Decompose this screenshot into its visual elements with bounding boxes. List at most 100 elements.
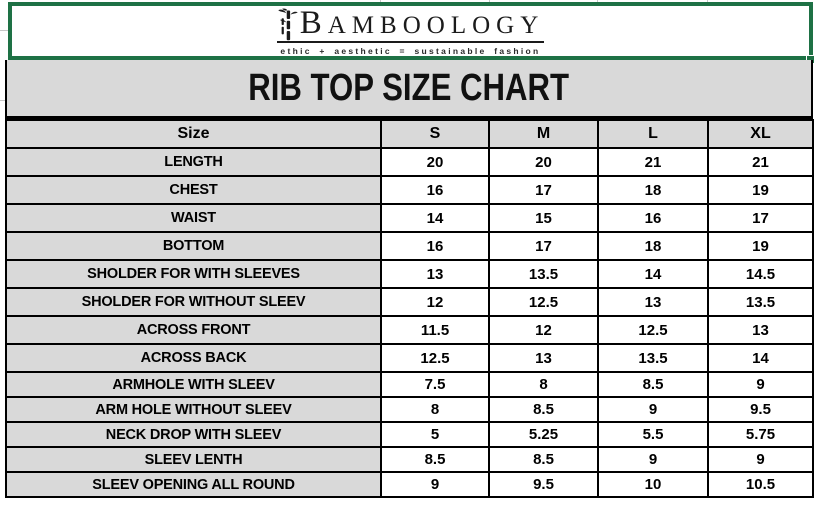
size-value-cell: 17 <box>488 175 599 205</box>
size-value-cell: 17 <box>707 203 814 233</box>
size-value-cell: 15 <box>488 203 599 233</box>
table-row: SLEEV OPENING ALL ROUND 9 9.5 10 10.5 <box>5 471 814 498</box>
size-value-cell: 9.5 <box>488 471 599 498</box>
bamboo-icon <box>277 8 298 40</box>
size-value-cell: 13 <box>597 287 709 317</box>
row-label: SHOLDER FOR WITHOUT SLEEV <box>5 287 382 317</box>
size-value-cell: 9 <box>707 446 814 473</box>
table-row: BOTTOM 16 17 18 19 <box>5 231 814 261</box>
size-value-cell: 13.5 <box>597 343 709 373</box>
size-value-cell: 14 <box>597 259 709 289</box>
table-row: SHOLDER FOR WITHOUT SLEEV 12 12.5 13 13.5 <box>5 287 814 317</box>
size-value-cell: 16 <box>597 203 709 233</box>
gridline-tick <box>0 100 8 101</box>
size-value-cell: 9 <box>597 446 709 473</box>
size-value-cell: 13 <box>380 259 490 289</box>
size-value-cell: 14.5 <box>707 259 814 289</box>
size-value-cell: 13.5 <box>488 259 599 289</box>
size-chart: Size S M L XL LENGTH 20 20 21 21 CHEST 16 17 18 1… <box>5 119 814 498</box>
table-row: ACROSS BACK 12.5 13 13.5 14 <box>5 343 814 373</box>
brand-logo-row: BAMBOOLOGY <box>276 4 545 43</box>
gridline-tick <box>707 0 708 3</box>
gridline-tick <box>597 0 598 3</box>
table-row: WAIST 14 15 16 17 <box>5 203 814 233</box>
size-value-cell: 12.5 <box>380 343 490 373</box>
size-value-cell: 8.5 <box>380 446 490 473</box>
brand-header-box: BAMBOOLOGY ethic + aesthetic = sustainab… <box>8 2 813 60</box>
size-value-cell: 9 <box>597 396 709 423</box>
size-value-cell: 21 <box>597 147 709 177</box>
size-value-cell: 8 <box>488 371 599 398</box>
column-header-xl: XL <box>707 119 814 149</box>
row-label: ACROSS BACK <box>5 343 382 373</box>
size-value-cell: 12.5 <box>597 315 709 345</box>
size-value-cell: 12 <box>488 315 599 345</box>
size-value-cell: 7.5 <box>380 371 490 398</box>
size-value-cell: 8.5 <box>488 396 599 423</box>
size-value-cell: 10 <box>597 471 709 498</box>
size-value-cell: 8.5 <box>488 446 599 473</box>
column-header-s: S <box>380 119 490 149</box>
size-value-cell: 19 <box>707 175 814 205</box>
row-label: CHEST <box>5 175 382 205</box>
size-value-cell: 18 <box>597 231 709 261</box>
row-label: NECK DROP WITH SLEEV <box>5 421 382 448</box>
page-title: RIB TOP SIZE CHART <box>248 66 570 109</box>
table-row: SHOLDER FOR WITH SLEEVES 13 13.5 14 14.5 <box>5 259 814 289</box>
table-row: CHEST 16 17 18 19 <box>5 175 814 205</box>
gridline-tick <box>380 0 381 3</box>
row-label: SLEEV LENTH <box>5 446 382 473</box>
table-row: ACROSS FRONT 11.5 12 12.5 13 <box>5 315 814 345</box>
size-value-cell: 14 <box>707 343 814 373</box>
size-value-cell: 5 <box>380 421 490 448</box>
size-value-cell: 19 <box>707 231 814 261</box>
header-row: Size S M L XL <box>5 119 814 149</box>
table-row: LENGTH 20 20 21 21 <box>5 147 814 177</box>
size-value-cell: 5.5 <box>597 421 709 448</box>
table-row: SLEEV LENTH 8.5 8.5 9 9 <box>5 446 814 473</box>
column-header-m: M <box>488 119 599 149</box>
size-value-cell: 20 <box>380 147 490 177</box>
column-header-size: Size <box>5 119 382 149</box>
size-value-cell: 21 <box>707 147 814 177</box>
size-value-cell: 13 <box>488 343 599 373</box>
brand-logo: BAMBOOLOGY ethic + aesthetic = sustainab… <box>276 4 545 56</box>
size-value-cell: 5.75 <box>707 421 814 448</box>
column-header-l: L <box>597 119 709 149</box>
row-label: WAIST <box>5 203 382 233</box>
brand-tagline: ethic + aesthetic = sustainable fashion <box>280 45 541 56</box>
size-value-cell: 12 <box>380 287 490 317</box>
row-label: ACROSS FRONT <box>5 315 382 345</box>
size-value-cell: 10.5 <box>707 471 814 498</box>
table-row: ARMHOLE WITH SLEEV 7.5 8 8.5 9 <box>5 371 814 398</box>
size-value-cell: 8 <box>380 396 490 423</box>
size-value-cell: 13.5 <box>707 287 814 317</box>
row-label: SHOLDER FOR WITH SLEEVES <box>5 259 382 289</box>
row-label: LENGTH <box>5 147 382 177</box>
size-value-cell: 18 <box>597 175 709 205</box>
size-table: Size S M L XL LENGTH 20 20 21 21 CHEST 16 17 18 1… <box>5 119 814 498</box>
brand-name: BAMBOOLOGY <box>299 4 545 41</box>
size-value-cell: 8.5 <box>597 371 709 398</box>
size-value-cell: 14 <box>380 203 490 233</box>
size-value-cell: 9 <box>380 471 490 498</box>
gridline-tick <box>0 30 8 31</box>
row-label: ARM HOLE WITHOUT SLEEV <box>5 396 382 423</box>
row-label: SLEEV OPENING ALL ROUND <box>5 471 382 498</box>
size-value-cell: 17 <box>488 231 599 261</box>
table-row: NECK DROP WITH SLEEV 5 5.25 5.5 5.75 <box>5 421 814 448</box>
size-value-cell: 9.5 <box>707 396 814 423</box>
gridline-tick <box>489 0 490 3</box>
size-value-cell: 20 <box>488 147 599 177</box>
table-row: ARM HOLE WITHOUT SLEEV 8 8.5 9 9.5 <box>5 396 814 423</box>
title-bar: RIB TOP SIZE CHART <box>5 60 813 119</box>
size-value-cell: 13 <box>707 315 814 345</box>
size-value-cell: 11.5 <box>380 315 490 345</box>
size-value-cell: 16 <box>380 231 490 261</box>
size-value-cell: 12.5 <box>488 287 599 317</box>
size-value-cell: 9 <box>707 371 814 398</box>
row-label: ARMHOLE WITH SLEEV <box>5 371 382 398</box>
row-label: BOTTOM <box>5 231 382 261</box>
size-value-cell: 5.25 <box>488 421 599 448</box>
size-value-cell: 16 <box>380 175 490 205</box>
